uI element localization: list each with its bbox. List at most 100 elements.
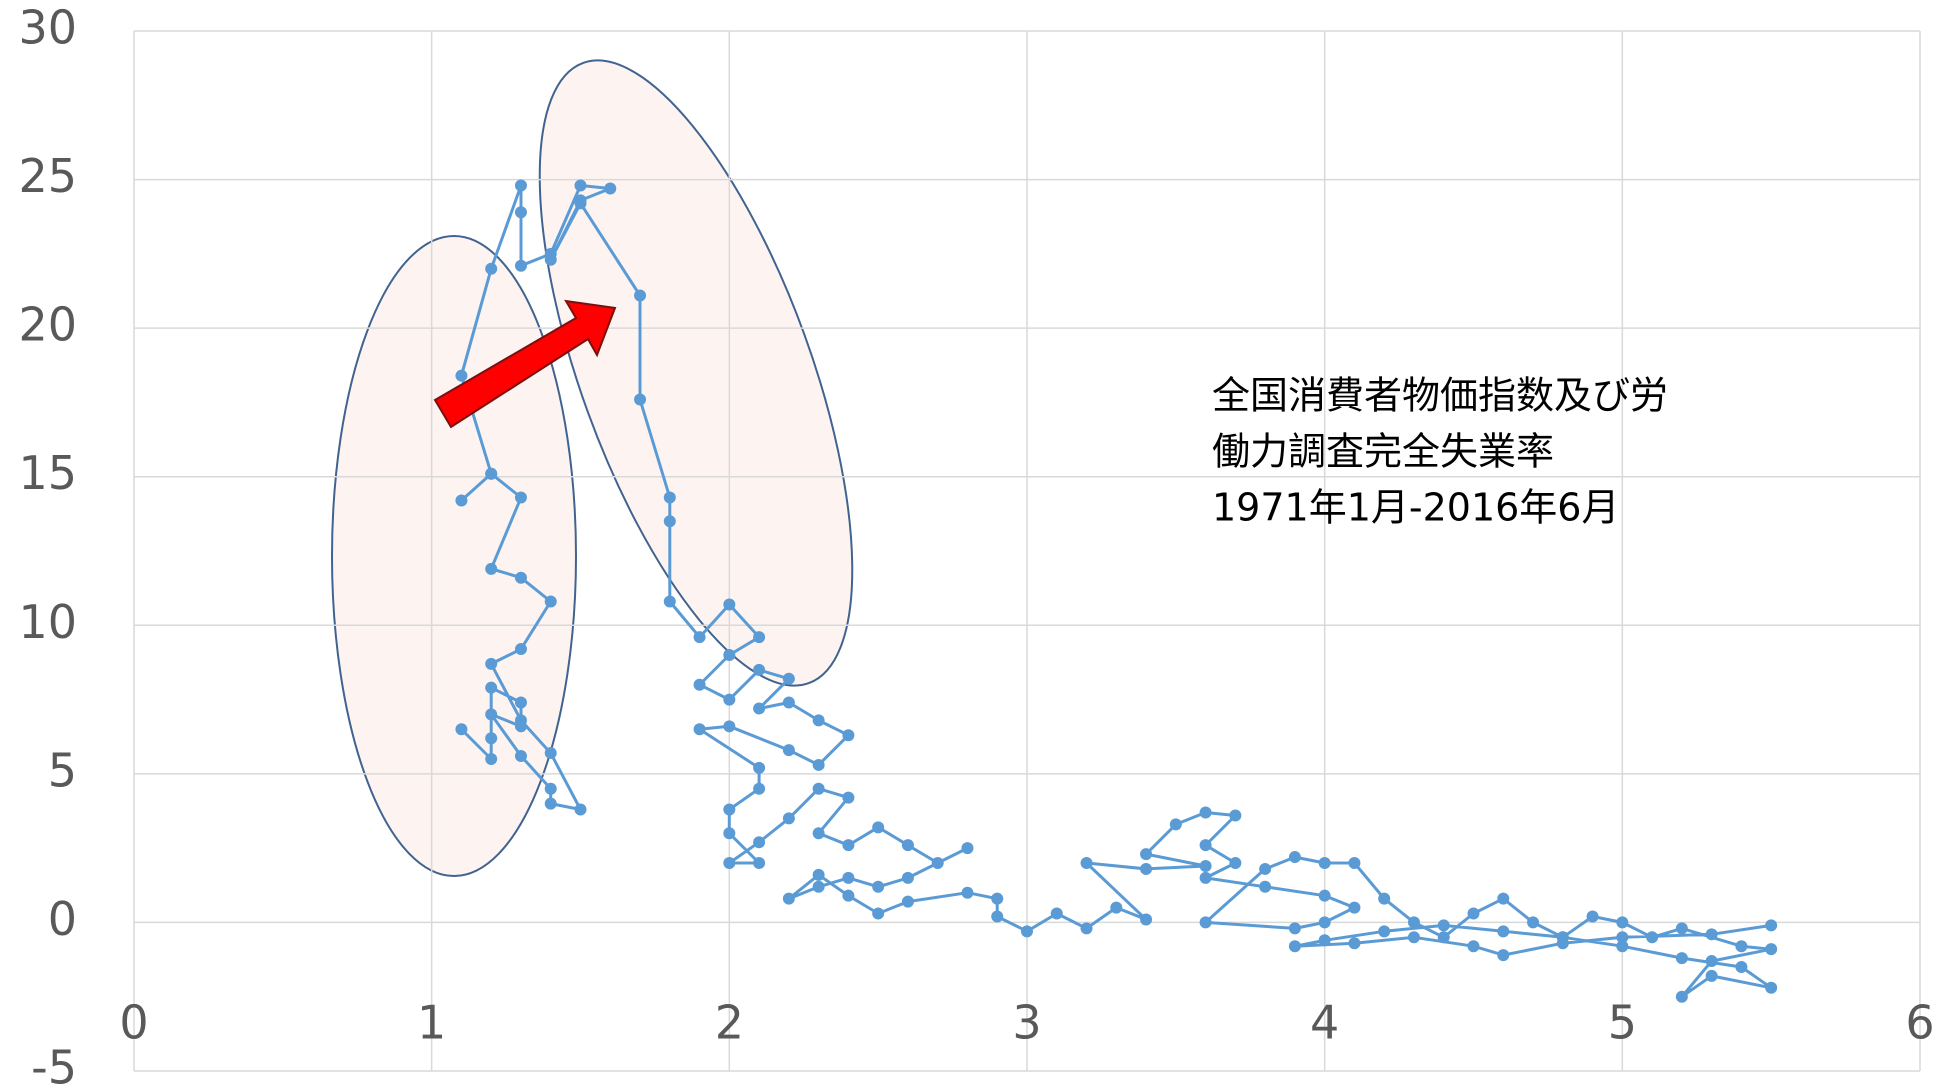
point bbox=[455, 723, 468, 736]
point bbox=[1437, 919, 1450, 932]
point bbox=[1527, 916, 1540, 929]
point bbox=[872, 907, 885, 920]
x-tick-label: 0 bbox=[119, 996, 148, 1050]
point bbox=[753, 631, 766, 644]
point bbox=[723, 693, 736, 706]
point bbox=[842, 839, 855, 852]
point bbox=[485, 262, 498, 275]
point bbox=[1050, 907, 1063, 920]
annotation-shapes bbox=[331, 59, 854, 877]
point bbox=[1140, 913, 1153, 926]
point bbox=[1765, 981, 1778, 994]
point bbox=[1586, 910, 1599, 923]
point bbox=[753, 836, 766, 849]
point bbox=[1288, 851, 1301, 864]
point bbox=[514, 643, 527, 656]
point bbox=[812, 714, 825, 727]
point bbox=[723, 598, 736, 611]
point bbox=[723, 649, 736, 661]
point bbox=[961, 842, 974, 855]
point bbox=[1705, 928, 1718, 941]
point bbox=[782, 812, 795, 825]
point bbox=[1735, 940, 1748, 953]
point bbox=[991, 910, 1004, 923]
point bbox=[544, 253, 557, 266]
point bbox=[1348, 937, 1361, 950]
point bbox=[1169, 818, 1182, 831]
y-tick-label: -5 bbox=[31, 1041, 77, 1091]
point bbox=[723, 720, 736, 733]
point bbox=[544, 782, 557, 795]
point bbox=[782, 672, 795, 685]
point bbox=[1199, 859, 1212, 872]
point bbox=[901, 871, 914, 884]
point bbox=[693, 678, 706, 691]
x-tick-label: 1 bbox=[417, 996, 446, 1050]
point bbox=[842, 889, 855, 902]
point bbox=[1229, 857, 1242, 869]
point bbox=[544, 747, 557, 760]
point bbox=[1199, 806, 1212, 819]
point bbox=[1616, 916, 1629, 929]
point bbox=[514, 491, 527, 504]
point bbox=[1616, 931, 1629, 944]
point bbox=[812, 782, 825, 795]
point bbox=[901, 839, 914, 852]
point bbox=[514, 571, 527, 584]
point bbox=[485, 708, 498, 721]
point bbox=[1348, 857, 1361, 869]
point bbox=[693, 631, 706, 644]
point bbox=[991, 892, 1004, 905]
point bbox=[1318, 889, 1331, 902]
point bbox=[1437, 931, 1450, 944]
x-tick-label: 4 bbox=[1310, 996, 1339, 1050]
point bbox=[455, 369, 468, 382]
point bbox=[514, 259, 527, 272]
point bbox=[544, 595, 557, 608]
point bbox=[514, 179, 527, 192]
point bbox=[604, 182, 617, 195]
point bbox=[782, 696, 795, 709]
point bbox=[753, 857, 766, 869]
point bbox=[1675, 990, 1688, 1003]
y-tick-label: 5 bbox=[48, 743, 77, 797]
point bbox=[1348, 901, 1361, 914]
annotation: 働力調査完全失業率 bbox=[1212, 430, 1554, 474]
point bbox=[485, 753, 498, 765]
point bbox=[872, 821, 885, 834]
point bbox=[634, 289, 647, 302]
point bbox=[1318, 934, 1331, 947]
point bbox=[1140, 848, 1153, 861]
point bbox=[1318, 857, 1331, 869]
point bbox=[1467, 907, 1480, 920]
point bbox=[723, 857, 736, 869]
point bbox=[1467, 940, 1480, 953]
point bbox=[514, 696, 527, 709]
point bbox=[901, 895, 914, 908]
annotation: 1971年1月-2016年6月 bbox=[1212, 486, 1619, 530]
y-tick-label: 10 bbox=[18, 595, 77, 649]
point bbox=[1288, 922, 1301, 935]
point bbox=[753, 761, 766, 774]
y-tick-label: 0 bbox=[48, 892, 77, 946]
ellipse-early bbox=[331, 235, 577, 877]
point bbox=[1497, 949, 1510, 962]
x-tick-label: 5 bbox=[1608, 996, 1637, 1050]
x-tick-label: 2 bbox=[715, 996, 744, 1050]
arrow bbox=[433, 299, 617, 429]
point bbox=[1675, 952, 1688, 965]
point bbox=[842, 791, 855, 804]
point bbox=[723, 827, 736, 840]
point bbox=[1765, 943, 1778, 956]
point bbox=[1378, 892, 1391, 905]
point bbox=[1407, 931, 1420, 944]
point bbox=[1140, 862, 1153, 875]
point bbox=[1675, 922, 1688, 935]
point bbox=[1646, 931, 1659, 944]
point bbox=[514, 206, 527, 219]
x-tick-label: 6 bbox=[1905, 996, 1934, 1050]
point bbox=[1080, 922, 1093, 935]
point bbox=[842, 729, 855, 742]
point bbox=[663, 595, 676, 608]
point bbox=[574, 179, 587, 192]
